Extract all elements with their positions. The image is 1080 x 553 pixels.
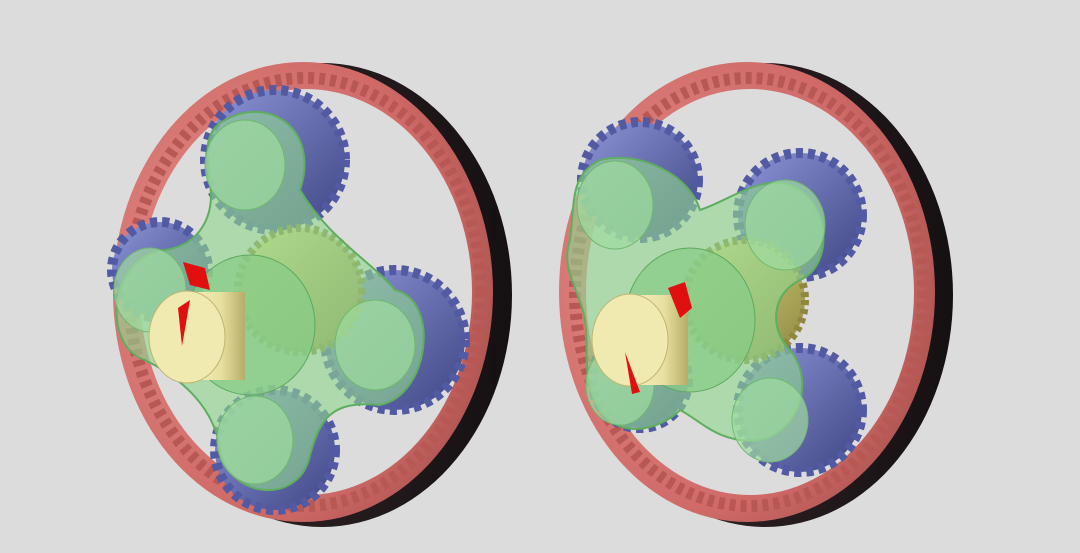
right-carrier-boss-bottom — [731, 377, 809, 463]
left-carrier-boss-right — [334, 299, 416, 391]
left-ring-teeth — [123, 72, 487, 512]
left-red-marker-carrier — [183, 262, 210, 290]
right-carrier-boss-right — [744, 179, 826, 271]
right-ring-teeth — [569, 72, 929, 512]
right-shaft-face — [591, 293, 669, 387]
right-red-marker-carrier — [668, 282, 692, 318]
right-red-marker-shaft — [625, 352, 640, 394]
right-gearset — [559, 62, 953, 527]
left-carrier-boss-bottom — [216, 395, 294, 485]
left-shaft-face — [148, 290, 226, 384]
left-red-marker-shaft — [178, 300, 190, 346]
left-gearset — [107, 62, 512, 527]
left-carrier-boss-top — [204, 119, 286, 211]
right-carrier-boss-top — [576, 160, 654, 250]
